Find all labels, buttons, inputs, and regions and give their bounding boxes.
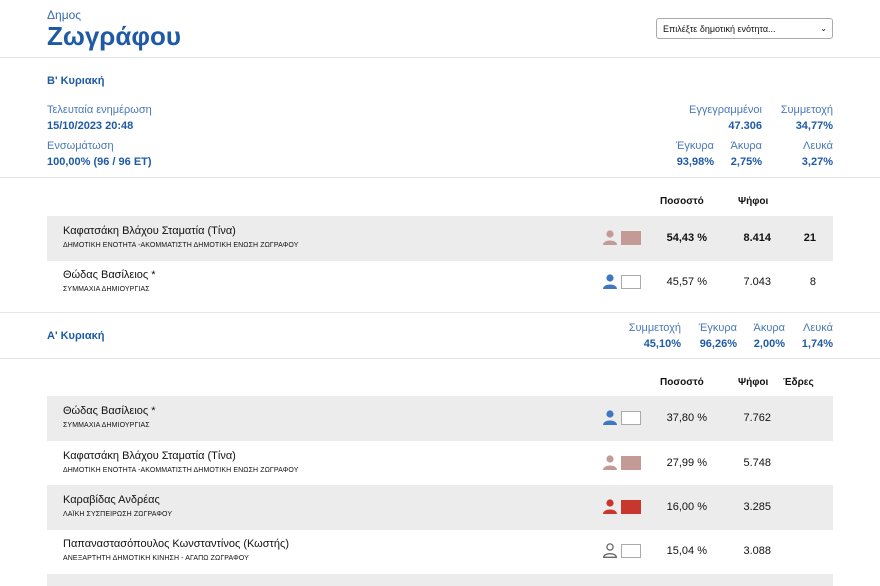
party-color-swatch <box>621 500 641 514</box>
candidate-row[interactable]: Παπαναστασόπουλος Κωνσταντίνος (Κωστής) … <box>47 529 833 574</box>
col-percent-header: Ποσοστό <box>660 196 704 207</box>
fr-blank-value: 1,74% <box>801 338 833 350</box>
divider <box>0 312 880 313</box>
fr-col-percent-header: Ποσοστό <box>660 377 704 388</box>
party-color-swatch <box>621 275 641 289</box>
fr-turnout-value: 45,10% <box>643 338 681 350</box>
candidate-seats: 21 <box>803 232 816 244</box>
person-icon <box>603 455 617 470</box>
party-name: ΣΥΜΜΑΧΙΑ ΔΗΜΙΟΥΡΓΙΑΣ <box>63 286 150 293</box>
party-name: ΔΗΜΟΤΙΚΗ ΕΝΟΤΗΤΑ -ΑΚΟΜΜΑΤΙΣΤΗ ΔΗΜΟΤΙΚΗ Ε… <box>63 242 299 249</box>
unit-select[interactable]: Επιλέξτε δημοτική ενότητα... ⌄ <box>656 18 833 39</box>
candidate-percent: 54,43 % <box>666 232 707 244</box>
first-round-title: Α' Κυριακή <box>47 330 105 342</box>
party-name: ΔΗΜΟΤΙΚΗ ΕΝΟΤΗΤΑ -ΑΚΟΜΜΑΤΙΣΤΗ ΔΗΜΟΤΙΚΗ Ε… <box>63 467 299 474</box>
municipality-kicker: Δημος <box>47 8 82 22</box>
fr-col-votes-header: Ψήφοι <box>738 377 769 388</box>
valid-label: Έγκυρα <box>675 140 714 152</box>
candidate-name: Καφατσάκη Βλάχου Σταματία (Τίνα) <box>63 450 236 462</box>
turnout-value: 34,77% <box>795 120 833 132</box>
divider <box>0 358 880 359</box>
candidate-row[interactable]: Καφατσάκη Βλάχου Σταματία (Τίνα) ΔΗΜΟΤΙΚ… <box>47 216 833 261</box>
party-color-swatch <box>621 544 641 558</box>
last-update-label: Τελευταία ενημέρωση <box>47 104 152 116</box>
fr-invalid-value: 2,00% <box>753 338 785 350</box>
person-icon <box>603 499 617 514</box>
candidate-row[interactable]: Καραβίδας Ανδρέας ΛΑΪΚΗ ΣΥΣΠΕΙΡΩΣΗ ΖΩΓΡΑ… <box>47 485 833 530</box>
person-icon <box>603 230 617 245</box>
candidate-votes: 3.088 <box>743 545 771 557</box>
unit-select-value: Επιλέξτε δημοτική ενότητα... <box>663 24 776 34</box>
candidate-seats: 8 <box>809 276 816 288</box>
candidate-percent: 37,80 % <box>666 412 707 424</box>
fr-invalid-label: Άκυρα <box>753 322 785 334</box>
divider <box>0 57 880 58</box>
registered-value: 47.306 <box>728 120 762 132</box>
candidate-name: Θώδας Βασίλειος * <box>63 405 156 417</box>
party-color-swatch <box>621 411 641 425</box>
candidate-percent: 16,00 % <box>666 501 707 513</box>
candidate-votes: 5.748 <box>743 457 771 469</box>
blank-value: 3,27% <box>801 156 833 168</box>
page-title: Ζωγράφου <box>47 21 181 51</box>
turnout-label: Συμμετοχή <box>780 104 833 116</box>
candidate-votes: 7.043 <box>743 276 771 288</box>
candidate-row[interactable]: Θώδας Βασίλειος * ΣΥΜΜΑΧΙΑ ΔΗΜΙΟΥΡΓΙΑΣ 4… <box>47 260 833 305</box>
candidate-percent: 27,99 % <box>666 457 707 469</box>
col-votes-header: Ψήφοι <box>738 196 769 207</box>
divider <box>0 177 880 178</box>
fr-valid-label: Έγκυρα <box>698 322 737 334</box>
person-outline-icon <box>603 543 617 558</box>
fr-turnout-label: Συμμετοχή <box>628 322 681 334</box>
candidate-votes: 8.414 <box>743 232 771 244</box>
fr-valid-value: 96,26% <box>699 338 737 350</box>
candidate-row[interactable] <box>47 574 833 586</box>
invalid-label: Άκυρα <box>730 140 762 152</box>
integration-label: Ενσωμάτωση <box>47 140 114 152</box>
blank-label: Λευκά <box>803 140 833 152</box>
candidate-name: Καφατσάκη Βλάχου Σταματία (Τίνα) <box>63 225 236 237</box>
fr-blank-label: Λευκά <box>803 322 833 334</box>
last-update-value: 15/10/2023 20:48 <box>47 120 134 132</box>
registered-label: Εγγεγραμμένοι <box>689 104 762 116</box>
candidate-name: Θώδας Βασίλειος * <box>63 269 156 281</box>
candidate-votes: 7.762 <box>743 412 771 424</box>
candidate-name: Παπαναστασόπουλος Κωνσταντίνος (Κωστής) <box>63 538 289 550</box>
valid-value: 93,98% <box>676 156 714 168</box>
invalid-value: 2,75% <box>730 156 762 168</box>
party-color-swatch <box>621 231 641 245</box>
party-color-swatch <box>621 456 641 470</box>
person-icon <box>603 274 617 289</box>
candidate-percent: 45,57 % <box>666 276 707 288</box>
fr-col-seats-header: Έδρες <box>783 377 814 388</box>
second-round-title: Β' Κυριακή <box>47 75 105 87</box>
chevron-down-icon: ⌄ <box>820 24 827 33</box>
integration-value: 100,00% (96 / 96 ΕΤ) <box>47 156 152 168</box>
candidate-row[interactable]: Θώδας Βασίλειος * ΣΥΜΜΑΧΙΑ ΔΗΜΙΟΥΡΓΙΑΣ 3… <box>47 396 833 441</box>
candidate-percent: 15,04 % <box>666 545 707 557</box>
party-name: ΑΝΕΞΑΡΤΗΤΗ ΔΗΜΟΤΙΚΗ ΚΙΝΗΣΗ - ΑΓΑΠΩ ΖΩΓΡΑ… <box>63 555 249 562</box>
candidate-name: Καραβίδας Ανδρέας <box>63 494 160 506</box>
party-name: ΛΑΪΚΗ ΣΥΣΠΕΙΡΩΣΗ ΖΩΓΡΑΦΟΥ <box>63 511 173 518</box>
person-icon <box>603 410 617 425</box>
party-name: ΣΥΜΜΑΧΙΑ ΔΗΜΙΟΥΡΓΙΑΣ <box>63 422 150 429</box>
candidate-votes: 3.285 <box>743 501 771 513</box>
candidate-row[interactable]: Καφατσάκη Βλάχου Σταματία (Τίνα) ΔΗΜΟΤΙΚ… <box>47 441 833 486</box>
